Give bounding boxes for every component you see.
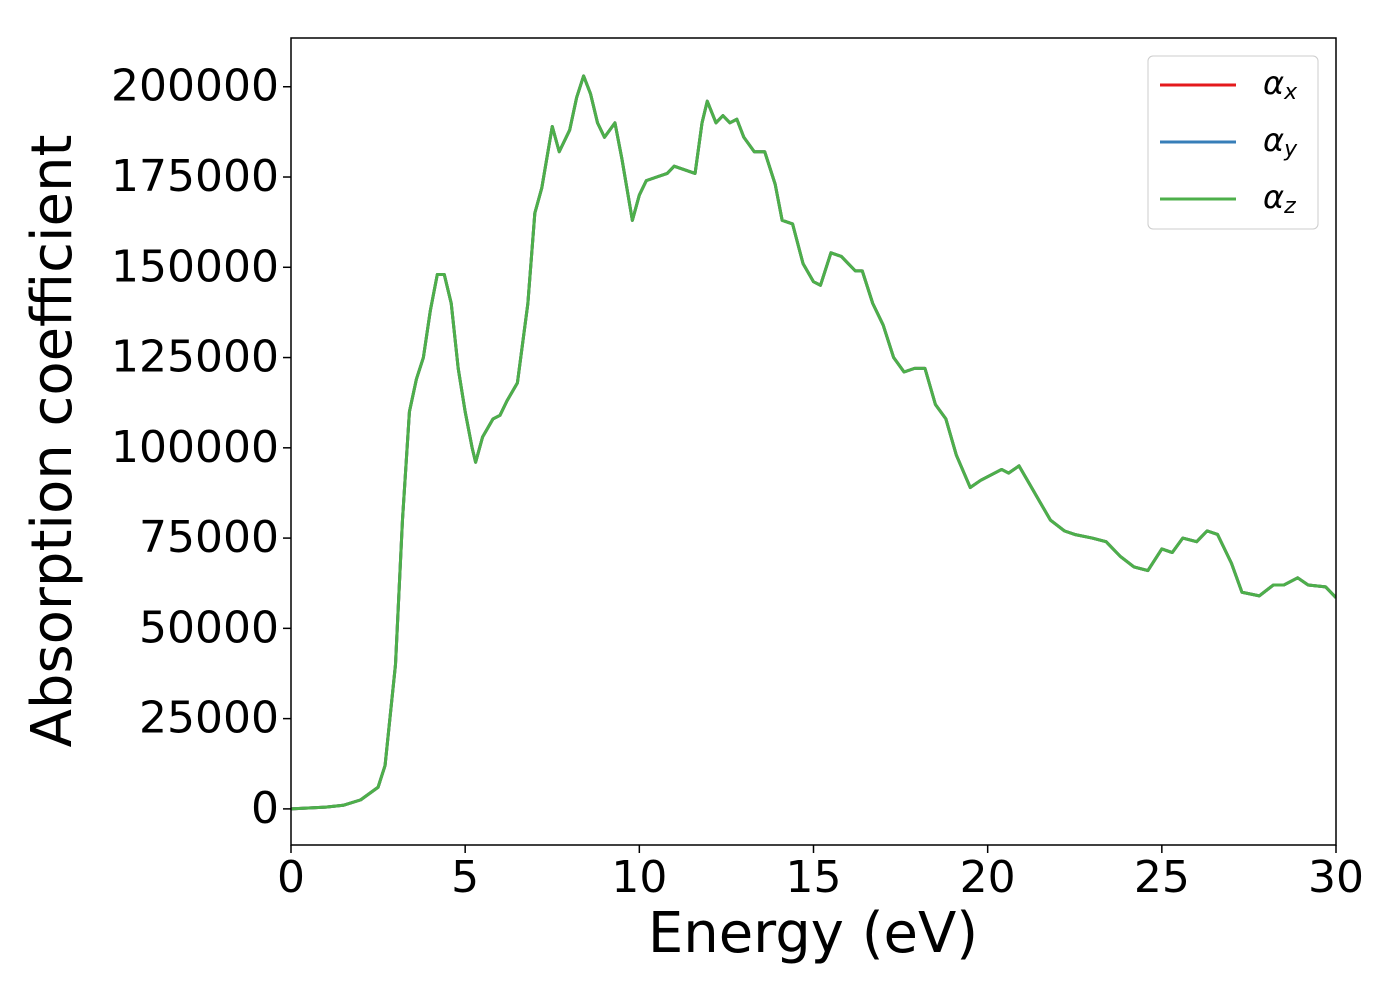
legend-label: αx (1263, 64, 1298, 105)
y-tick-label: 100000 (111, 422, 279, 473)
y-tick-label: 75000 (139, 512, 279, 563)
x-tick-label: 15 (786, 852, 842, 903)
series-line (291, 74, 1336, 811)
y-tick-label: 150000 (111, 241, 279, 292)
y-tick-label: 200000 (111, 61, 279, 112)
y-tick-label: 125000 (111, 332, 279, 383)
x-tick-label: 0 (277, 852, 305, 903)
y-tick-label: 50000 (139, 602, 279, 653)
legend-label: αy (1263, 121, 1298, 162)
x-tick-label: 25 (1134, 852, 1190, 903)
plot-frame (290, 37, 1337, 846)
x-tick-label: 20 (960, 852, 1016, 903)
y-tick-label: 0 (251, 783, 279, 834)
y-tick-label: 175000 (111, 151, 279, 202)
y-axis-label: Absorption coefficient (20, 135, 85, 748)
legend-label: αz (1263, 178, 1296, 219)
x-tick-label: 30 (1308, 852, 1364, 903)
x-tick-label: 5 (451, 852, 479, 903)
plot-lines (291, 74, 1336, 811)
y-tick-label: 25000 (139, 693, 279, 744)
x-tick-label: 10 (611, 852, 667, 903)
x-axis-label: Energy (eV) (648, 901, 978, 966)
